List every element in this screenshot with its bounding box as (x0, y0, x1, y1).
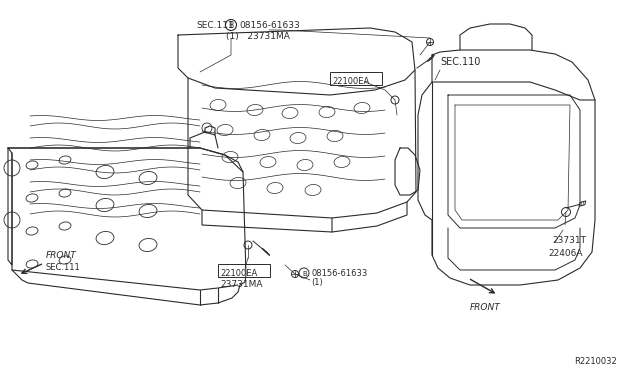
Text: 23731T: 23731T (552, 236, 586, 245)
Text: 08156-61633: 08156-61633 (311, 269, 367, 278)
Text: R2210032: R2210032 (574, 357, 617, 366)
Text: FRONT: FRONT (46, 251, 77, 260)
Text: 22100EA: 22100EA (332, 77, 369, 86)
Text: B: B (302, 271, 307, 277)
Text: SEC.111: SEC.111 (196, 21, 234, 30)
Text: 22100EA: 22100EA (220, 269, 257, 278)
Text: (1): (1) (311, 278, 323, 287)
Text: 23731MA: 23731MA (220, 280, 262, 289)
Text: 22406A: 22406A (548, 249, 582, 258)
Text: (1)   23731MA: (1) 23731MA (226, 32, 290, 41)
Text: SEC.111: SEC.111 (46, 263, 81, 272)
Text: FRONT: FRONT (470, 303, 500, 312)
Text: 08156-61633: 08156-61633 (239, 21, 300, 30)
Bar (218, 264, 270, 277)
Text: B: B (228, 22, 234, 31)
Text: SEC.110: SEC.110 (440, 57, 481, 67)
Bar (330, 72, 382, 85)
